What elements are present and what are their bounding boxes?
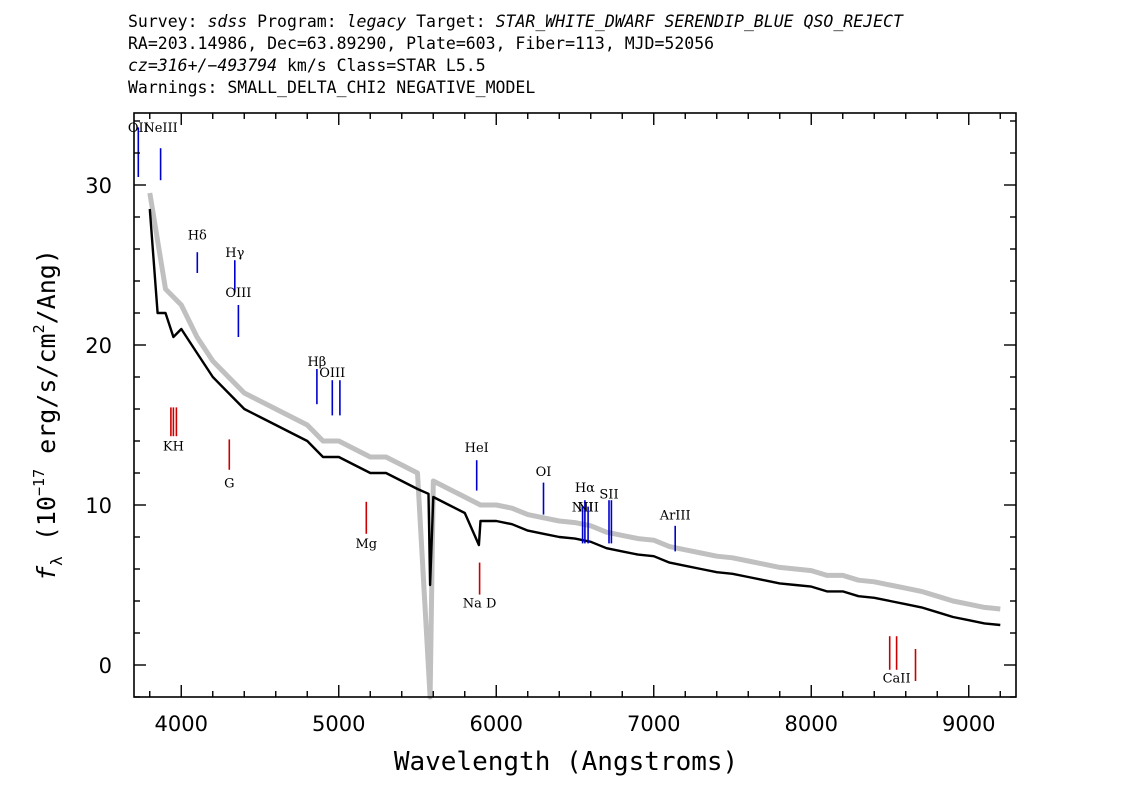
series-layer [147, 192, 1001, 700]
line-label-emission-6563: Hα [575, 481, 595, 496]
header-line-redshift: cz=316+/−493794 km/s Class=STAR L5.5 [128, 56, 1128, 78]
line-markers-layer: OIINeIIIHδHγOIIIHβOIIIHeIOINIIHαNIISIIAr… [128, 121, 917, 687]
program-label: Program: [247, 12, 347, 31]
x-tick-label-6000: 6000 [470, 712, 523, 736]
x-tick-label-4000: 4000 [155, 712, 208, 736]
header-line-survey: Survey: sdss Program: legacy Target: STA… [128, 12, 1128, 34]
target-label: Target: [406, 12, 496, 31]
line-label-emission-4959: OIII [319, 366, 345, 381]
class-text: km/s Class=STAR L5.5 [277, 56, 486, 75]
series-gray-line [147, 192, 1001, 700]
line-label-absorption-5175: Mg [355, 537, 377, 552]
line-label-absorption-3950: KH [163, 440, 184, 455]
survey-label: Survey: [128, 12, 208, 31]
x-axis-label: Wavelength (Angstroms) [394, 747, 738, 777]
plot-frame [133, 112, 1017, 698]
line-label-emission-6300: OI [536, 465, 552, 480]
line-label-emission-4102: Hδ [188, 228, 207, 243]
program-value: legacy [346, 12, 407, 31]
line-label-emission-3727: OII [128, 121, 149, 136]
line-label-emission-4363: OIII [225, 286, 251, 301]
line-label-emission-5876: HeI [465, 441, 489, 456]
y-tick-label-0: 0 [99, 654, 112, 678]
y-tick-label-20: 20 [85, 334, 112, 358]
axes-layer: 4000 5000 6000 7000 8000 9000 0 10 20 30 [85, 113, 1016, 736]
x-tick-label-9000: 9000 [942, 712, 995, 736]
survey-value: sdss [207, 12, 248, 31]
x-tick-label-5000: 5000 [312, 712, 365, 736]
line-label-emission-6583: NII [577, 500, 599, 515]
target-value: STAR_WHITE_DWARF SERENDIP_BLUE QSO_REJEC… [495, 12, 903, 31]
header-line-coordinates: RA=203.14986, Dec=63.89290, Plate=603, F… [128, 34, 715, 53]
line-label-absorption-4305: G [224, 476, 234, 491]
x-tick-label-8000: 8000 [785, 712, 838, 736]
line-label-emission-4861: Hβ [307, 355, 326, 370]
y-tick-label-30: 30 [85, 174, 112, 198]
redshift-value: cz=316+/−493794 [128, 56, 278, 75]
line-label-absorption-5894: Na D [463, 596, 497, 611]
line-label-emission-3869: NeIII [143, 121, 177, 136]
x-tick-label-7000: 7000 [627, 712, 680, 736]
line-label-absorption-8542: CaII [883, 672, 911, 687]
line-label-emission-6716: SII [599, 488, 618, 503]
header-line-warnings: Warnings: SMALL_DELTA_CHI2 NEGATIVE_MODE… [128, 78, 536, 97]
spectrum-header: Survey: sdss Program: legacy Target: STA… [128, 12, 1128, 100]
line-label-emission-4340: Hγ [225, 246, 244, 261]
y-axis-label: fλ (10−17 erg/s/cm2/Ang) [30, 249, 66, 581]
y-tick-label-10: 10 [85, 494, 112, 518]
series-black-line [148, 208, 1001, 627]
line-label-emission-7136: ArIII [659, 508, 691, 523]
